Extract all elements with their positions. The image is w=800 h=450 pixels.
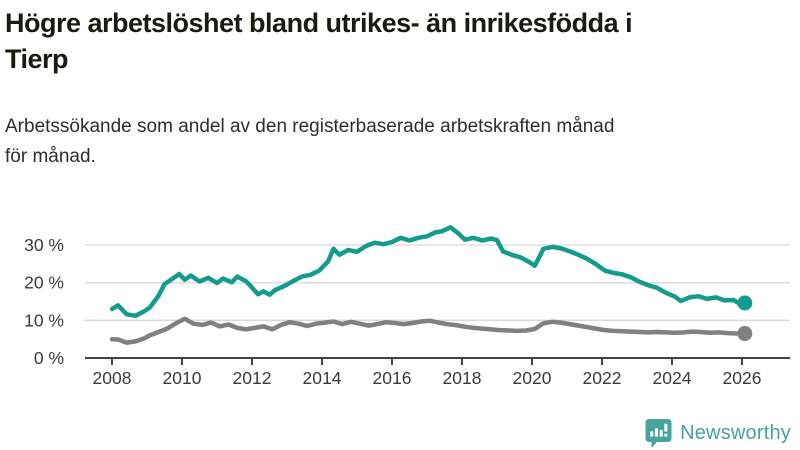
x-tick-label: 2014	[303, 368, 342, 388]
x-tick-label: 2026	[723, 368, 762, 388]
x-tick-label: 2018	[443, 368, 482, 388]
line-chart-canvas: 0 % 10 % 20 % 30 % 2008 2010 2012 2014 2016 2018 2…	[24, 225, 790, 388]
page-title: Högre arbetslöshet bland utrikes- än inr…	[5, 8, 633, 74]
unemployment-line-chart: 0 % 10 % 20 % 30 % 2008 2010 2012 2014 2016 2018 2…	[0, 200, 800, 450]
newsworthy-logo-icon	[645, 418, 672, 448]
y-tick-label: 0 %	[34, 348, 64, 368]
series-end-dot	[737, 295, 753, 311]
brand-footer: Newsworthy	[645, 417, 791, 449]
x-tick-label: 2008	[93, 368, 132, 388]
series-line	[109, 225, 748, 319]
series-label-utlandsfodda: Utlandsfödda	[251, 448, 392, 450]
y-tick-label: 10 %	[24, 310, 64, 330]
series-line	[109, 316, 748, 345]
x-tick-label: 2016	[373, 368, 412, 388]
x-tick-label: 2020	[513, 368, 552, 388]
x-tick-label: 2024	[653, 368, 692, 388]
y-tick-label: 20 %	[24, 273, 64, 293]
x-tick-label: 2022	[583, 368, 622, 388]
brand-name: Newsworthy	[680, 421, 791, 444]
y-tick-label: 30 %	[24, 235, 64, 255]
x-tick-label: 2010	[163, 368, 202, 388]
x-tick-label: 2012	[233, 368, 272, 388]
series-end-dot	[737, 326, 753, 342]
page-subtitle: Arbetssökande som andel av den registerb…	[5, 116, 615, 167]
